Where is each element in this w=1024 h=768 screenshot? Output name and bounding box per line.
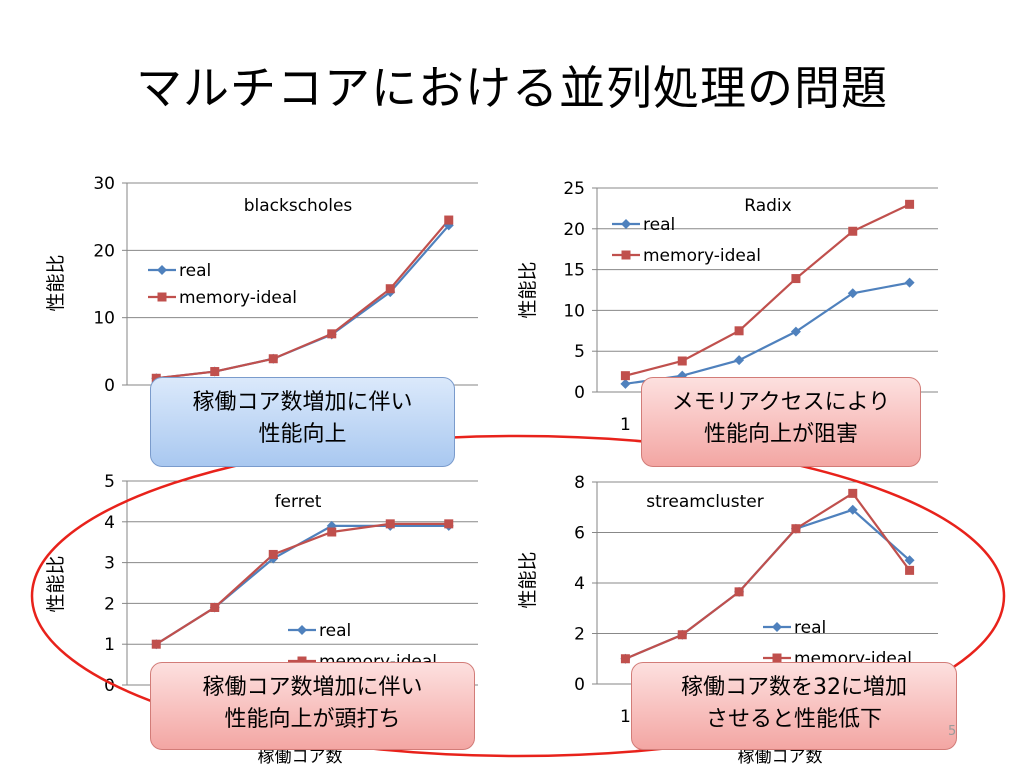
y-tick-label: 5	[574, 342, 585, 362]
legend-marker	[157, 265, 167, 275]
y-axis-label: 性能比	[45, 254, 67, 311]
legend-marker	[297, 656, 307, 666]
series-line-real	[625, 281, 910, 385]
chart-title: blackscholes	[244, 196, 353, 216]
chart-title: streamcluster	[646, 492, 763, 512]
legend-marker	[772, 653, 782, 663]
callout-line: 性能向上が頭打ち	[224, 707, 401, 732]
data-point-memory-ideal	[385, 519, 395, 529]
data-point-memory-ideal	[151, 639, 161, 649]
data-point-memory-ideal	[905, 565, 915, 575]
data-point-memory-ideal	[210, 602, 220, 612]
y-tick-label: 30	[93, 174, 115, 194]
chart-title: Radix	[744, 196, 791, 216]
y-tick-label: 15	[563, 261, 585, 281]
callout-line: メモリアクセスにより	[671, 390, 891, 415]
callout-blackscholes: 稼働コア数増加に伴い 性能向上	[150, 377, 455, 467]
data-point-memory-ideal	[734, 587, 744, 597]
data-point-memory-ideal	[677, 630, 687, 640]
data-point-real	[847, 504, 858, 515]
data-point-memory-ideal	[210, 367, 220, 377]
y-tick-label: 1	[104, 635, 115, 655]
callout-streamcluster: 稼働コア数を32に増加 させると性能低下	[631, 662, 957, 750]
y-tick-label: 8	[574, 473, 585, 493]
data-point-memory-ideal	[327, 329, 337, 339]
data-point-real	[904, 555, 915, 566]
data-point-memory-ideal	[905, 199, 915, 209]
y-tick-label: 3	[104, 554, 115, 574]
y-tick-label: 0	[574, 383, 585, 403]
legend-label: real	[179, 261, 211, 281]
x-axis-label: 稼働コア数	[258, 747, 343, 767]
series-line-memory-ideal	[625, 203, 911, 377]
highlight-ellipse	[30, 434, 1006, 758]
chart-title: ferret	[275, 492, 322, 512]
y-tick-label: 0	[104, 376, 115, 396]
y-tick-label: 5	[104, 472, 115, 492]
data-point-memory-ideal	[444, 215, 454, 225]
data-point-real	[734, 355, 745, 366]
data-point-memory-ideal	[791, 524, 801, 534]
x-tick-label: 1	[620, 415, 631, 435]
data-point-real	[620, 378, 631, 389]
data-point-real	[790, 326, 801, 337]
y-tick-label: 4	[574, 574, 585, 594]
legend-label: real	[794, 618, 826, 638]
callout-line: 性能向上が阻害	[703, 422, 858, 447]
legend-marker	[772, 622, 782, 632]
data-point-memory-ideal	[268, 354, 278, 364]
y-axis-label: 性能比	[517, 261, 539, 318]
legend-marker	[621, 219, 631, 229]
data-point-memory-ideal	[848, 488, 858, 498]
data-point-memory-ideal	[848, 226, 858, 236]
data-point-memory-ideal	[327, 527, 337, 537]
series-line-memory-ideal	[156, 219, 450, 380]
callout-line: 稼働コア数増加に伴い	[202, 675, 423, 700]
y-tick-label: 0	[104, 676, 115, 696]
y-tick-label: 10	[563, 301, 585, 321]
y-tick-label: 25	[563, 179, 585, 199]
y-tick-label: 4	[104, 513, 115, 533]
legend-label: memory-ideal	[643, 246, 761, 266]
data-point-memory-ideal	[268, 549, 278, 559]
legend-label: memory-ideal	[179, 288, 297, 308]
data-point-real	[904, 277, 915, 288]
callout-radix: メモリアクセスにより 性能向上が阻害	[641, 377, 921, 467]
y-tick-label: 6	[574, 524, 585, 544]
y-tick-label: 20	[93, 241, 115, 261]
data-point-real	[847, 288, 858, 299]
callout-line: 稼働コア数を32に増加	[681, 675, 907, 700]
y-tick-label: 20	[563, 220, 585, 240]
callout-line: 稼働コア数増加に伴い	[192, 390, 413, 415]
legend-label: real	[643, 215, 675, 235]
legend-marker	[157, 292, 167, 302]
x-axis-label: 稼働コア数	[738, 747, 823, 767]
data-point-memory-ideal	[620, 371, 630, 381]
y-tick-label: 10	[93, 309, 115, 329]
slide-title: マルチコアにおける並列処理の問題	[136, 61, 888, 115]
y-tick-label: 0	[574, 675, 585, 695]
data-point-memory-ideal	[677, 356, 687, 366]
legend-marker	[621, 250, 631, 260]
x-tick-label: 1	[620, 707, 631, 727]
data-point-memory-ideal	[734, 326, 744, 336]
legend-marker	[297, 625, 307, 635]
series-line-memory-ideal	[155, 522, 449, 646]
y-axis-label: 性能比	[45, 555, 67, 612]
y-tick-label: 2	[104, 594, 115, 614]
callout-line: させると性能低下	[705, 707, 882, 732]
y-axis-label: 性能比	[517, 551, 539, 608]
data-point-memory-ideal	[444, 519, 454, 529]
page-number: 5	[948, 724, 957, 739]
data-point-memory-ideal	[385, 284, 395, 294]
data-point-memory-ideal	[791, 274, 801, 284]
data-point-memory-ideal	[620, 654, 630, 664]
y-tick-label: 2	[574, 625, 585, 645]
series-line-memory-ideal	[624, 491, 911, 660]
callout-line: 性能向上	[258, 422, 347, 447]
callout-ferret: 稼働コア数増加に伴い 性能向上が頭打ち	[150, 662, 475, 750]
legend-label: real	[319, 621, 351, 641]
